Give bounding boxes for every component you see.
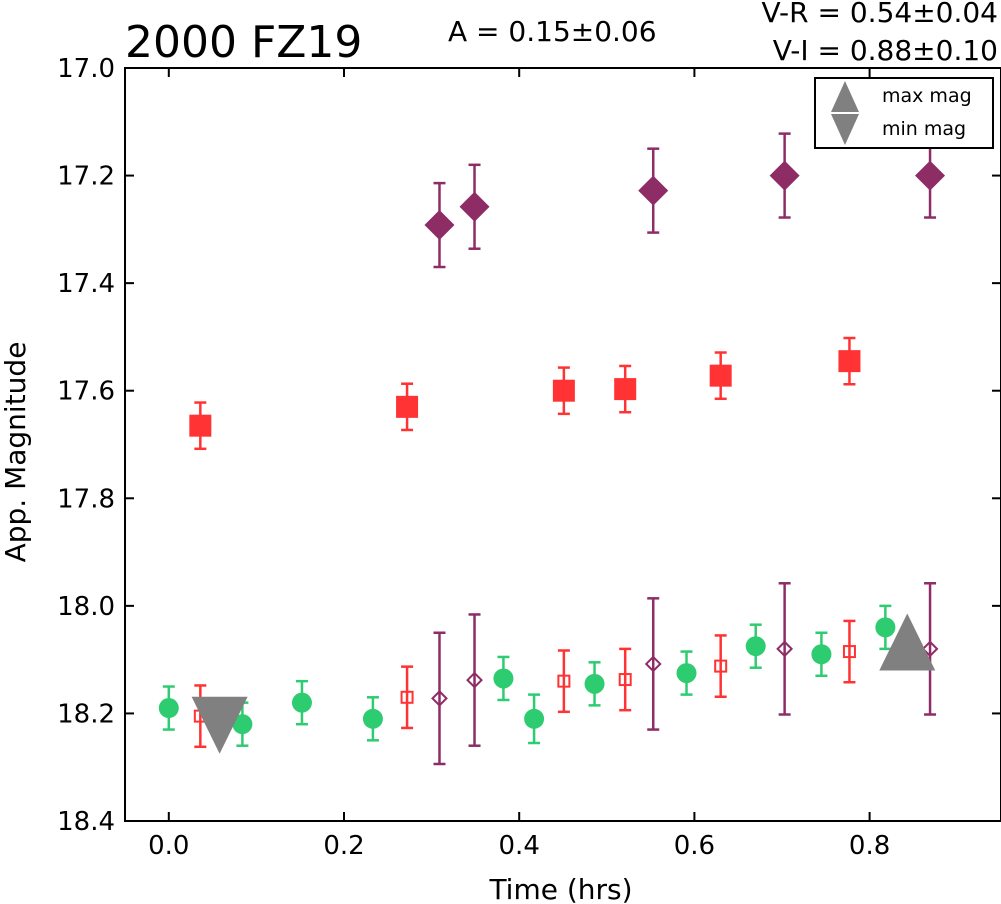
y-tick-label: 18.2 — [57, 699, 115, 729]
data-point — [396, 395, 419, 418]
data-point — [638, 175, 669, 206]
y-tick-label: 18.0 — [57, 592, 115, 622]
data-point — [714, 659, 728, 673]
legend-max-label: max mag — [882, 85, 972, 107]
data-point — [493, 668, 514, 689]
data-point — [552, 379, 575, 402]
legend: max mag min mag — [814, 77, 994, 149]
x-tick-label: 0.0 — [148, 831, 189, 861]
data-point — [232, 714, 253, 735]
data-point — [400, 690, 414, 704]
data-point — [915, 160, 946, 191]
y-tick-label: 17.4 — [57, 269, 115, 299]
legend-max-marker — [831, 81, 859, 112]
data-point — [584, 673, 605, 694]
y-tick-label: 18.4 — [57, 807, 115, 837]
data-marks — [158, 132, 946, 766]
x-tick-label: 0.8 — [849, 831, 890, 861]
data-point — [189, 414, 212, 437]
amplitude-annotation: A = 0.15±0.06 — [448, 15, 657, 48]
data-point — [842, 645, 856, 659]
y-axis-label: App. Magnitude — [0, 342, 32, 563]
plot-frame — [124, 67, 1001, 822]
data-point — [709, 364, 732, 387]
data-point — [875, 617, 896, 638]
x-tick-label: 0.2 — [323, 831, 364, 861]
data-point — [676, 663, 697, 684]
data-point — [618, 673, 632, 687]
data-point — [921, 640, 939, 658]
data-point — [769, 160, 800, 191]
legend-min-label: min mag — [882, 118, 966, 140]
x-axis-label: Time (hrs) — [488, 873, 632, 904]
data-point — [745, 636, 766, 657]
data-point — [644, 655, 662, 673]
max-mag-marker — [879, 613, 936, 671]
data-point — [811, 644, 832, 665]
data-point — [459, 191, 490, 222]
y-tick-label: 17.6 — [57, 377, 115, 407]
data-point — [291, 692, 312, 713]
vr-annotation: V-R = 0.54±0.04 — [762, 0, 998, 29]
data-point — [614, 378, 637, 401]
x-tick-label: 0.4 — [499, 831, 540, 861]
legend-min-marker — [831, 114, 859, 145]
y-tick-label: 17.0 — [57, 54, 115, 84]
data-point — [431, 689, 448, 707]
x-tick-label: 0.6 — [674, 831, 715, 861]
y-tick-label: 17.2 — [57, 162, 115, 192]
data-point — [424, 210, 455, 241]
data-point — [838, 350, 861, 373]
data-point — [362, 708, 383, 729]
chart-title: 2000 FZ19 — [125, 17, 362, 68]
y-tick-label: 17.8 — [57, 484, 115, 514]
data-point — [158, 698, 179, 719]
vi-annotation: V-I = 0.88±0.10 — [773, 34, 998, 67]
data-point — [466, 671, 483, 689]
data-point — [776, 640, 794, 658]
data-point — [524, 708, 545, 729]
data-point — [557, 674, 571, 688]
min-mag-marker — [191, 696, 248, 754]
axis-ticks: 0.0 0.2 0.4 0.6 0.8 17.0 17.2 17.4 17.6 17.8 18.0 1… — [57, 54, 1001, 861]
